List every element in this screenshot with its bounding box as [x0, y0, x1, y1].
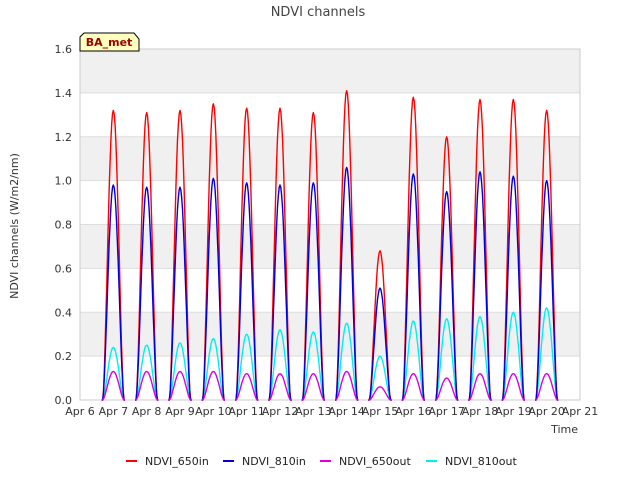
chart-title: NDVI channels [271, 5, 366, 20]
plot-band [80, 312, 580, 357]
legend-label-ndvi-810in: NDVI_810in [242, 455, 306, 468]
x-tick-label: Apr 21 [562, 405, 599, 418]
legend-label-ndvi-650out: NDVI_650out [339, 455, 411, 468]
plot-band [80, 136, 580, 181]
x-tick-label: Apr 8 [132, 405, 162, 418]
x-tick-label: Apr 6 [65, 405, 95, 418]
x-tick-label: Apr 15 [362, 405, 399, 418]
legend-label-ndvi-810out: NDVI_810out [445, 455, 517, 468]
ndvi-810out-line [101, 307, 559, 401]
x-tick-label: Apr 19 [495, 405, 532, 418]
y-tick-label: 0.2 [55, 350, 73, 363]
y-tick-label: 0.4 [55, 306, 73, 319]
ndvi-650out-line [101, 370, 559, 401]
x-tick-label: Apr 18 [462, 405, 499, 418]
x-tick-label: Apr 20 [528, 405, 565, 418]
plot-band [80, 224, 580, 269]
legend-label-ndvi-650in: NDVI_650in [145, 455, 209, 468]
x-axis-label: Time [550, 423, 578, 436]
ndvi-810in-line [101, 166, 559, 401]
plot-frame [79, 48, 581, 401]
x-tick-label: Apr 9 [165, 405, 195, 418]
x-tick-label: Apr 12 [262, 405, 299, 418]
y-tick-label: 1.2 [55, 131, 73, 144]
x-tick-label: Apr 17 [428, 405, 465, 418]
y-axis-label: NDVI channels (W/m2/nm) [8, 153, 21, 299]
y-tick-label: 1.0 [55, 175, 73, 188]
y-tick-label: 1.6 [55, 43, 73, 56]
x-tick-label: Apr 7 [99, 405, 129, 418]
y-tick-label: 0.0 [55, 394, 73, 407]
y-tick-label: 0.6 [55, 262, 73, 275]
y-tick-label: 0.8 [55, 219, 73, 232]
x-tick-label: Apr 14 [328, 405, 365, 418]
legend: NDVI_650in NDVI_810in NDVI_650out NDVI_810o… [126, 455, 517, 468]
series-group [101, 90, 559, 401]
y-tick-label: 1.4 [55, 87, 73, 100]
x-tick-label: Apr 11 [228, 405, 265, 418]
annotation-box [79, 32, 140, 52]
x-tick-label: Apr 10 [195, 405, 232, 418]
ba-met-annotation: BA_met [79, 32, 140, 52]
x-tick-label: Apr 13 [295, 405, 332, 418]
y-tick-labels: 0.0 0.2 0.4 0.6 0.8 1.0 1.2 1.4 1.6 [55, 43, 73, 407]
annotation-label: BA_met [86, 36, 133, 49]
plot-bands [80, 49, 580, 357]
x-tick-label: Apr 16 [395, 405, 432, 418]
plot-band [80, 49, 580, 93]
ndvi-650in-line [101, 90, 559, 401]
